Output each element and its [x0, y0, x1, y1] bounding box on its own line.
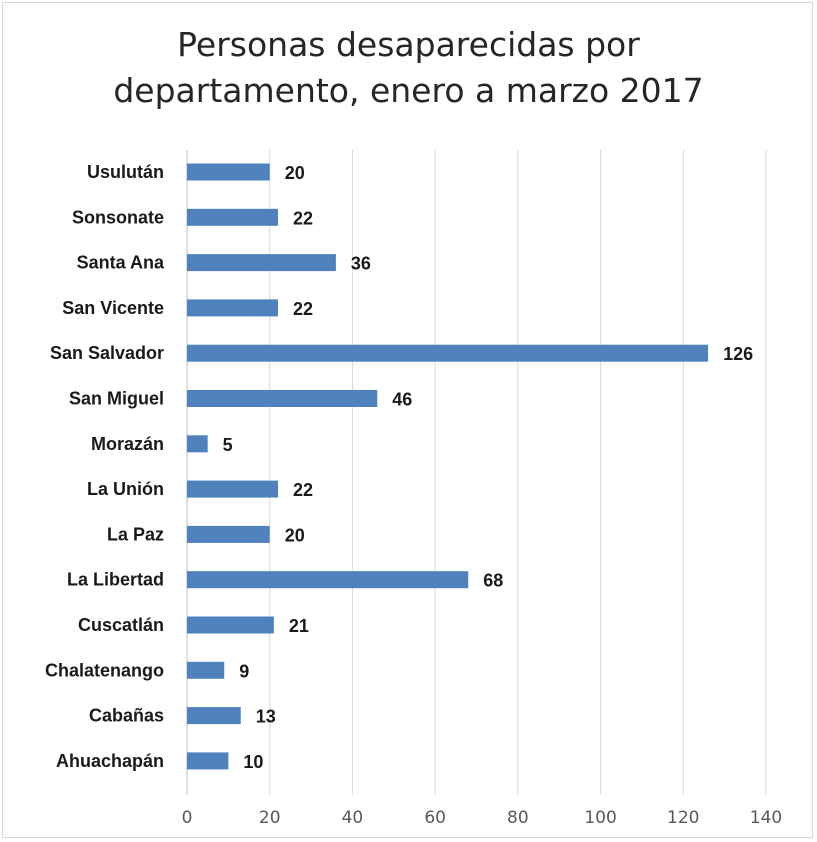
category-label-5: San Miguel [69, 389, 164, 409]
category-label-9: La Libertad [67, 570, 164, 590]
x-tick-label-120: 120 [667, 808, 699, 828]
category-label-3: San Vicente [62, 298, 164, 318]
x-tick-label-40: 40 [342, 808, 364, 828]
value-label-8: 20 [285, 525, 305, 545]
bar-6 [187, 435, 208, 453]
category-label-6: Morazán [91, 434, 164, 454]
bar-11 [187, 661, 225, 679]
value-label-12: 13 [256, 707, 276, 727]
bar-7 [187, 480, 278, 498]
x-tick-label-20: 20 [259, 808, 281, 828]
bar-8 [187, 525, 270, 543]
category-label-10: Cuscatlán [78, 615, 164, 635]
value-label-4: 126 [723, 344, 753, 364]
value-label-10: 21 [289, 616, 309, 636]
bar-5 [187, 390, 378, 407]
value-label-0: 20 [285, 163, 305, 183]
chart-title-line2: departamento, enero a marzo 2017 [113, 71, 704, 110]
bar-1 [187, 208, 278, 226]
value-label-13: 10 [243, 752, 263, 772]
bar-2 [187, 254, 336, 272]
chart-title-line1: Personas desaparecidas por [177, 25, 640, 64]
category-label-12: Cabañas [89, 706, 164, 726]
value-label-3: 22 [293, 299, 313, 319]
category-label-1: Sonsonate [72, 207, 164, 227]
chart-title: Personas desaparecidas por departamento,… [0, 22, 817, 114]
bar-4 [187, 344, 709, 362]
category-label-8: La Paz [107, 524, 164, 544]
value-label-11: 9 [239, 661, 249, 681]
value-labels: 20 22 36 22 126 46 5 22 20 68 21 9 13 10 [223, 163, 753, 772]
gridlines [186, 150, 767, 795]
value-label-5: 46 [392, 390, 412, 410]
x-tick-label-100: 100 [584, 808, 616, 828]
category-label-13: Ahuachapán [56, 751, 164, 771]
x-tick-label-80: 80 [507, 808, 529, 828]
bars [187, 163, 709, 770]
x-axis-ticks: 0 20 40 60 80 100 120 140 [182, 808, 783, 828]
value-label-6: 5 [223, 435, 233, 455]
x-tick-label-0: 0 [182, 808, 193, 828]
value-label-1: 22 [293, 208, 313, 228]
category-labels: Usulután Sonsonate Santa Ana San Vicente San… [45, 162, 165, 771]
bar-0 [187, 163, 270, 181]
x-tick-label-60: 60 [424, 808, 446, 828]
category-label-2: Santa Ana [77, 253, 165, 273]
x-tick-label-140: 140 [750, 808, 782, 828]
bar-13 [187, 752, 229, 770]
category-label-0: Usulután [87, 162, 164, 182]
category-label-7: La Unión [87, 479, 164, 499]
category-label-4: San Salvador [50, 343, 164, 363]
bar-3 [187, 299, 278, 317]
bar-10 [187, 616, 274, 634]
category-label-11: Chalatenango [45, 660, 164, 680]
value-label-2: 36 [351, 254, 371, 274]
bar-12 [187, 707, 241, 725]
value-label-9: 68 [483, 571, 503, 591]
bar-9 [187, 571, 469, 589]
value-label-7: 22 [293, 480, 313, 500]
